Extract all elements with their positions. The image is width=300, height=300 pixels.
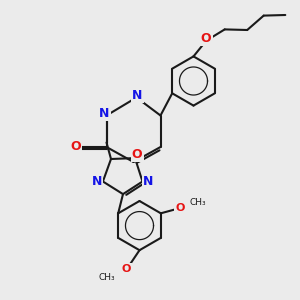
Text: N: N: [99, 107, 109, 120]
Text: O: O: [175, 202, 184, 213]
Text: O: O: [70, 140, 81, 154]
Text: O: O: [132, 148, 142, 161]
Text: N: N: [92, 175, 102, 188]
Text: CH₃: CH₃: [99, 273, 116, 282]
Text: CH₃: CH₃: [190, 198, 206, 207]
Text: O: O: [121, 264, 131, 274]
Text: O: O: [201, 32, 212, 45]
Text: N: N: [132, 89, 142, 102]
Text: N: N: [143, 175, 154, 188]
